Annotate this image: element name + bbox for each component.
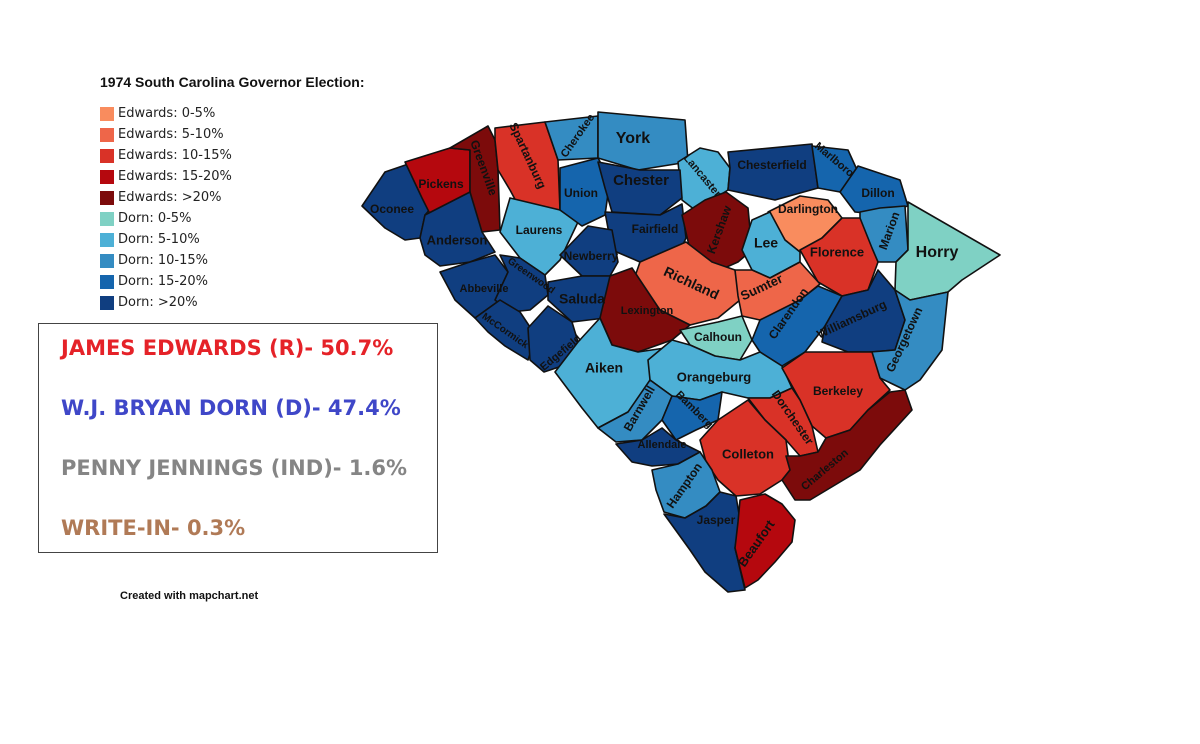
legend-item-dorn-10-15: Dorn: 10-15% <box>100 250 232 271</box>
legend-label: Edwards: >20% <box>118 190 222 205</box>
legend-item-dorn-over-20: Dorn: >20% <box>100 292 232 313</box>
county-label-pickens: Pickens <box>418 177 464 191</box>
county-label-aiken: Aiken <box>585 360 623 376</box>
county-label-berkeley: Berkeley <box>813 384 863 398</box>
result-edwards: JAMES EDWARDS (R)- 50.7% <box>61 336 394 360</box>
legend-item-dorn-0-5: Dorn: 0-5% <box>100 208 232 229</box>
county-label-florence: Florence <box>810 244 864 259</box>
county-label-chesterfield: Chesterfield <box>737 158 806 172</box>
county-label-fairfield: Fairfield <box>632 222 679 236</box>
legend-item-edwards-10-15: Edwards: 10-15% <box>100 145 232 166</box>
legend-label: Edwards: 15-20% <box>118 169 232 184</box>
county-label-union: Union <box>564 186 598 200</box>
legend: Edwards: 0-5% Edwards: 5-10% Edwards: 10… <box>100 103 232 313</box>
county-label-lee: Lee <box>754 235 778 251</box>
county-label-saluda: Saluda <box>559 291 605 307</box>
county-bamberg <box>661 391 723 441</box>
county-label-lexington: Lexington <box>621 305 674 317</box>
county-charleston <box>781 389 913 501</box>
legend-swatch <box>100 190 114 205</box>
county-label-oconee: Oconee <box>370 202 414 216</box>
legend-label: Dorn: 0-5% <box>118 211 192 226</box>
legend-swatch <box>100 127 114 142</box>
legend-item-edwards-0-5: Edwards: 0-5% <box>100 103 232 124</box>
county-label-calhoun: Calhoun <box>694 330 742 344</box>
legend-item-edwards-15-20: Edwards: 15-20% <box>100 166 232 187</box>
legend-swatch <box>100 211 114 226</box>
legend-swatch <box>100 106 114 121</box>
legend-swatch <box>100 232 114 247</box>
county-clarendon <box>751 285 843 367</box>
map-title: 1974 South Carolina Governor Election: <box>100 74 365 90</box>
county-label-dillon: Dillon <box>861 186 894 200</box>
county-label-abbeville: Abbeville <box>460 283 509 295</box>
legend-item-dorn-15-20: Dorn: 15-20% <box>100 271 232 292</box>
county-florence <box>799 217 879 297</box>
legend-label: Dorn: 5-10% <box>118 232 200 247</box>
legend-item-dorn-5-10: Dorn: 5-10% <box>100 229 232 250</box>
result-write-in: WRITE-IN- 0.3% <box>61 516 246 540</box>
result-dorn: W.J. BRYAN DORN (D)- 47.4% <box>61 396 401 420</box>
county-label-orangeburg: Orangeburg <box>677 369 751 384</box>
legend-label: Dorn: >20% <box>118 295 198 310</box>
legend-label: Dorn: 15-20% <box>118 274 208 289</box>
legend-item-edwards-over-20: Edwards: >20% <box>100 187 232 208</box>
result-jennings: PENNY JENNINGS (IND)- 1.6% <box>61 456 408 480</box>
county-label-horry: Horry <box>916 244 959 261</box>
legend-swatch <box>100 253 114 268</box>
results-box: JAMES EDWARDS (R)- 50.7% W.J. BRYAN DORN… <box>38 323 438 553</box>
legend-swatch <box>100 295 114 310</box>
legend-label: Edwards: 10-15% <box>118 148 232 163</box>
credit-text: Created with mapchart.net <box>120 590 259 602</box>
county-label-york: York <box>616 130 650 147</box>
county-label-anderson: Anderson <box>427 232 488 247</box>
legend-label: Edwards: 0-5% <box>118 106 216 121</box>
county-label-newberry: Newberry <box>564 249 619 263</box>
county-label-allendale: Allendale <box>638 439 687 451</box>
county-label-laurens: Laurens <box>516 223 563 237</box>
legend-label: Dorn: 10-15% <box>118 253 208 268</box>
county-anderson <box>419 191 496 267</box>
county-beaufort <box>734 493 796 589</box>
county-label-colleton: Colleton <box>722 446 774 461</box>
legend-label: Edwards: 5-10% <box>118 127 224 142</box>
county-greenwood <box>494 254 549 313</box>
county-chester <box>597 161 683 216</box>
county-label-darlington: Darlington <box>778 202 838 216</box>
legend-swatch <box>100 169 114 184</box>
legend-item-edwards-5-10: Edwards: 5-10% <box>100 124 232 145</box>
county-label-jasper: Jasper <box>697 513 736 527</box>
county-york <box>597 111 689 171</box>
county-shapes <box>361 111 1001 593</box>
county-label-chester: Chester <box>613 172 669 189</box>
county-chesterfield <box>727 143 819 201</box>
legend-swatch <box>100 274 114 289</box>
legend-swatch <box>100 148 114 163</box>
